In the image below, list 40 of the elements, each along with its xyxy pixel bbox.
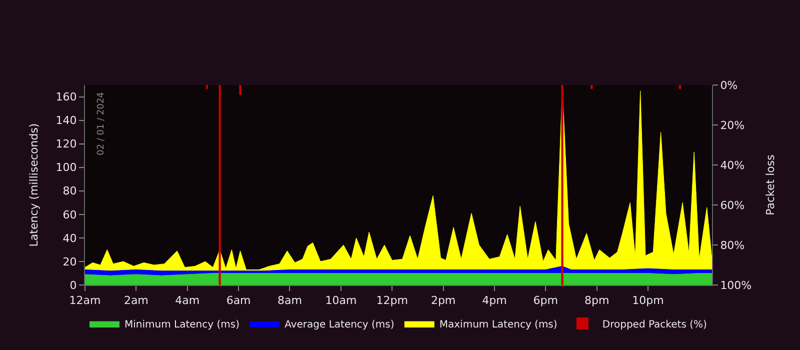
y-tick-label: 140 (56, 114, 77, 128)
y2-axis-title: Packet loss (764, 154, 777, 216)
x-tick-label: 4am (175, 294, 200, 308)
y-tick-label: 100 (56, 161, 77, 174)
y-tick-label: 0 (70, 278, 77, 292)
x-tick-label: 4pm (482, 294, 507, 308)
legend-label: Maximum Latency (ms) (439, 319, 558, 330)
y-tick-label: 20 (62, 255, 77, 268)
x-tick-label: 2am (124, 294, 148, 308)
bar (218, 85, 221, 285)
x-tick-label: 2pm (430, 294, 456, 308)
y2-tick-label: 80% (720, 238, 745, 252)
legend-label: Dropped Packets (%) (602, 319, 707, 330)
y2-tick-label: 100% (720, 278, 752, 292)
annotation: 02 / 01 / 2024 (96, 92, 106, 156)
x-tick-label: 10pm (632, 294, 664, 308)
y-tick-label: 60 (62, 208, 77, 222)
x-tick-label: 12am (69, 294, 101, 308)
y-tick-label: 160 (56, 90, 77, 104)
bar (561, 85, 564, 285)
x-tick-label: 10am (325, 294, 357, 308)
y-axis-title: Latency (milliseconds) (27, 123, 40, 247)
bar (678, 85, 682, 89)
y2-tick-label: 40% (720, 158, 745, 172)
legend-label: Average Latency (ms) (284, 319, 394, 330)
x-tick-label: 8am (277, 294, 302, 308)
bar (590, 85, 593, 89)
bar (239, 85, 242, 95)
bar (206, 85, 208, 89)
y2-tick-label: 0% (720, 78, 738, 92)
legend-label: Minimum Latency (ms) (124, 319, 240, 330)
x-tick-label: 6am (226, 294, 251, 308)
y-tick-label: 120 (56, 138, 77, 151)
x-tick-label: 12pm (376, 294, 408, 308)
y2-tick-label: 60% (720, 198, 745, 212)
x-tick-label: 6pm (533, 294, 558, 308)
y-tick-label: 40 (62, 232, 77, 245)
y2-tick-label: 20% (720, 118, 745, 132)
y-tick-label: 80 (62, 184, 77, 198)
x-tick-label: 8pm (584, 294, 610, 308)
